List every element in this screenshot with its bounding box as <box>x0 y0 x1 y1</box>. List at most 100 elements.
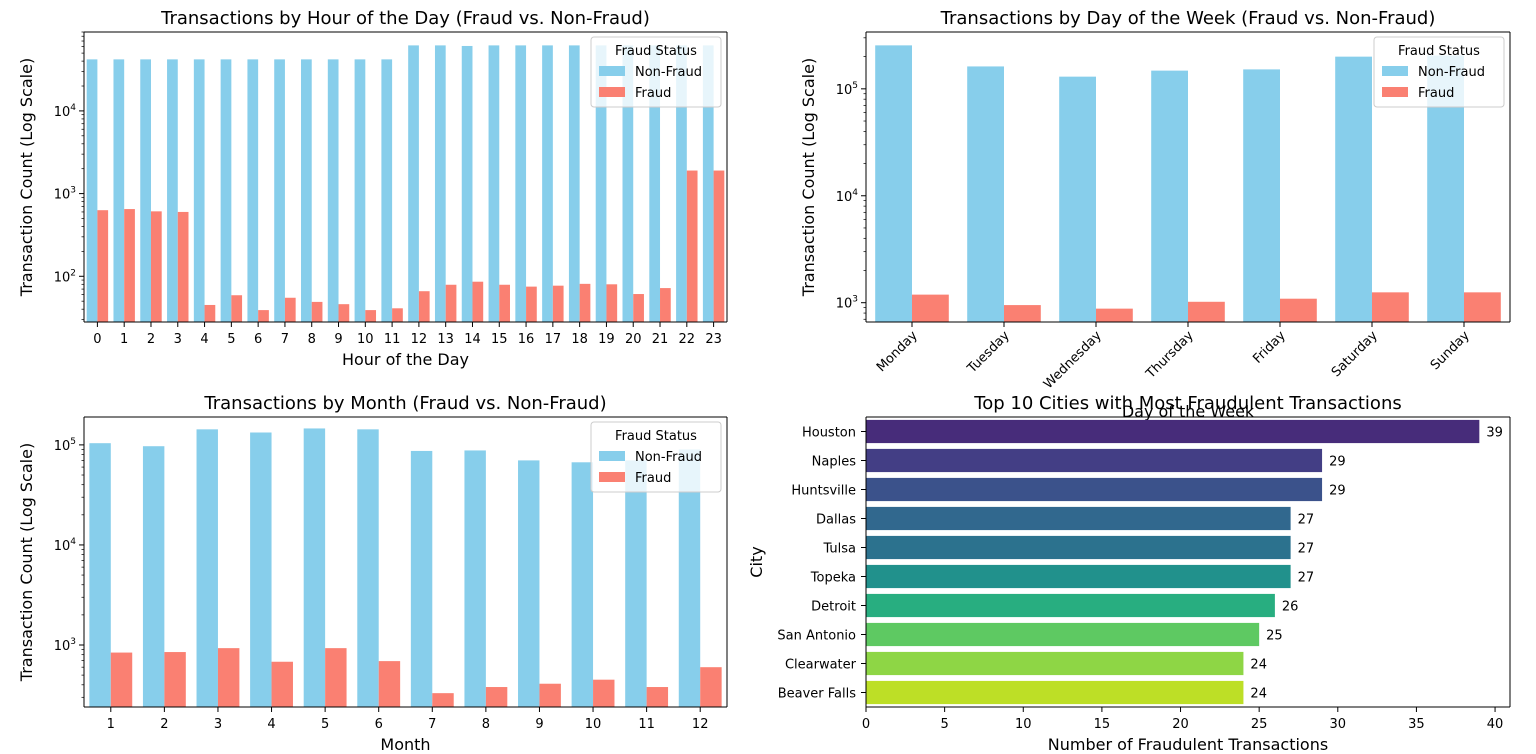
x-tick-label: 2 <box>147 332 155 347</box>
x-tick-label: 5 <box>940 717 948 732</box>
x-tick-label: 12 <box>411 332 428 347</box>
x-tick-label: 6 <box>254 332 262 347</box>
y-tick-label: San Antonio <box>777 629 856 644</box>
bar-non-fraud-Friday <box>1243 69 1280 322</box>
y-tick-label: 104 <box>54 103 77 120</box>
x-tick-label: 14 <box>464 332 481 347</box>
bar-fraud-16 <box>526 286 537 322</box>
chart-title: Transactions by Day of the Week (Fraud v… <box>940 8 1436 29</box>
bar-non-fraud-Thursday <box>1151 70 1188 323</box>
y-tick-label: 102 <box>54 268 76 285</box>
bar-non-fraud-6 <box>247 59 259 322</box>
bar-naples <box>866 448 1323 473</box>
y-axis-label: City <box>747 546 766 577</box>
y-tick-label: 104 <box>836 188 859 205</box>
bar-non-fraud-Saturday <box>1335 56 1372 322</box>
x-tick-label: Thursday <box>1143 328 1197 382</box>
y-axis-label: Transaction Count (Log Scale) <box>799 58 818 297</box>
legend-swatch-non-fraud <box>599 66 625 76</box>
bar-non-fraud-1 <box>113 59 125 322</box>
bar-fraud-1 <box>110 652 133 707</box>
x-tick-label: 12 <box>692 717 709 732</box>
legend-title: Fraud Status <box>615 44 697 59</box>
y-tick-label: 103 <box>54 186 76 203</box>
legend-entry-label: Fraud <box>635 86 671 101</box>
bar-non-fraud-10 <box>571 462 594 707</box>
legend-swatch-fraud <box>599 472 625 482</box>
bar-fraud-12 <box>700 667 722 707</box>
bar-non-fraud-11 <box>625 460 647 707</box>
bar-fraud-Saturday <box>1372 292 1409 322</box>
bar-non-fraud-2 <box>140 59 151 322</box>
bar-non-fraud-18 <box>568 45 580 322</box>
bar-houston <box>866 419 1480 444</box>
bar-fraud-6 <box>378 661 401 707</box>
bar-non-fraud-3 <box>167 59 178 322</box>
x-tick-label: 3 <box>214 717 222 732</box>
bar-fraud-10 <box>365 310 377 322</box>
chart-title: Top 10 Cities with Most Fraudulent Trans… <box>973 393 1401 414</box>
bar-fraud-15 <box>499 284 510 322</box>
bar-dallas <box>866 506 1291 531</box>
bar-non-fraud-23 <box>702 45 714 322</box>
bar-fraud-Friday <box>1280 298 1317 322</box>
bar-fraud-11 <box>646 687 669 707</box>
bar-fraud-2 <box>150 211 162 322</box>
bar-fraud-4 <box>204 304 216 322</box>
bar-non-fraud-7 <box>410 450 433 707</box>
y-tick-label: Houston <box>802 426 856 441</box>
y-axis-label: Transaction Count (Log Scale) <box>17 58 36 297</box>
x-tick-label: 7 <box>428 717 436 732</box>
bar-non-fraud-20 <box>622 45 634 322</box>
x-tick-label: 15 <box>1094 717 1111 732</box>
x-tick-label: 5 <box>227 332 235 347</box>
data-label: 26 <box>1282 600 1299 615</box>
bar-fraud-10 <box>593 679 615 707</box>
bar-fraud-14 <box>472 281 484 322</box>
y-tick-label: Detroit <box>811 600 856 615</box>
bar-fraud-1 <box>124 209 135 322</box>
bar-tulsa <box>866 535 1291 560</box>
bar-fraud-Wednesday <box>1096 308 1133 322</box>
bar-non-fraud-3 <box>196 429 218 707</box>
bar-fraud-Sunday <box>1464 292 1501 322</box>
bar-non-fraud-15 <box>488 45 500 322</box>
bar-fraud-22 <box>686 170 698 322</box>
legend-swatch-fraud <box>1382 87 1408 97</box>
bar-fraud-13 <box>445 284 457 322</box>
legend-swatch-non-fraud <box>1382 66 1408 76</box>
x-tick-label: 0 <box>862 717 870 732</box>
bar-fraud-3 <box>177 211 189 322</box>
x-tick-label: 13 <box>437 332 454 347</box>
x-tick-label: 35 <box>1408 717 1425 732</box>
bar-beaver-falls <box>866 680 1244 705</box>
bar-non-fraud-13 <box>434 45 446 322</box>
x-tick-label: 0 <box>93 332 101 347</box>
bar-non-fraud-Tuesday <box>967 66 1004 323</box>
legend-swatch-non-fraud <box>599 451 625 461</box>
bar-clearwater <box>866 651 1244 676</box>
bar-non-fraud-7 <box>274 59 285 322</box>
x-tick-label: 4 <box>200 332 208 347</box>
data-label: 24 <box>1250 687 1267 702</box>
legend: Fraud Status Non-Fraud Fraud <box>590 421 722 493</box>
bar-fraud-Thursday <box>1188 301 1225 322</box>
y-tick-label: Naples <box>812 455 857 470</box>
x-tick-label: 11 <box>638 717 655 732</box>
x-tick-label: Saturday <box>1329 328 1381 380</box>
y-tick-label: Clearwater <box>785 658 857 673</box>
bar-non-fraud-Monday <box>875 45 912 322</box>
bar-fraud-3 <box>217 648 240 707</box>
bar-non-fraud-9 <box>327 59 339 322</box>
legend: Fraud Status Non-Fraud Fraud <box>590 36 722 108</box>
data-label: 27 <box>1298 513 1315 528</box>
bar-fraud-7 <box>432 693 454 707</box>
bar-detroit <box>866 593 1275 618</box>
legend-entry-label: Fraud <box>635 471 671 486</box>
bar-non-fraud-4 <box>250 432 272 707</box>
legend-entry-label: Non-Fraud <box>635 65 702 80</box>
chart-panel-dow: 103 104 105 Monday Tuesday Wednesday Thursday F… <box>799 8 1511 421</box>
x-tick-label: 2 <box>160 717 168 732</box>
bar-non-fraud-19 <box>595 45 607 322</box>
